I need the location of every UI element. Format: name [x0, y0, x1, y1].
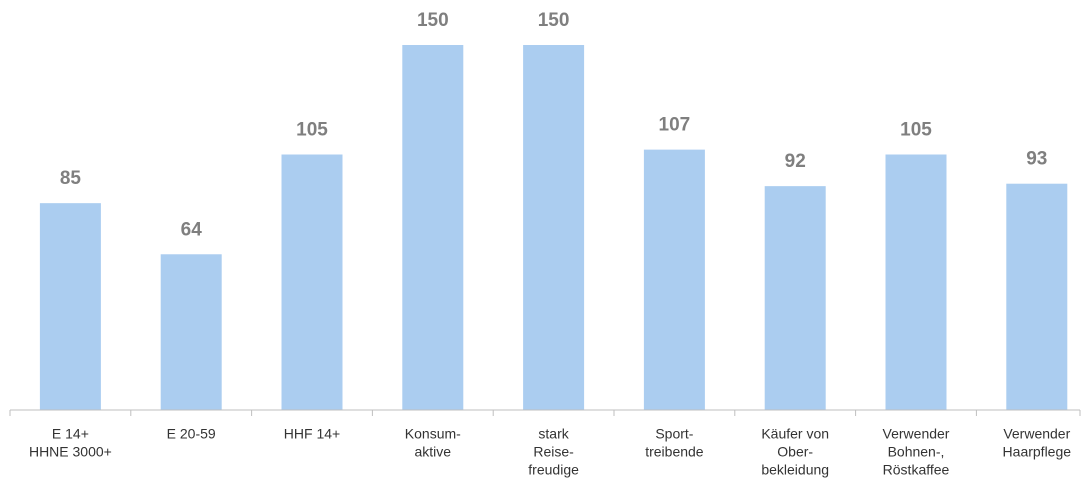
value-label: 92 — [785, 151, 806, 172]
x-tick-label: Konsum- — [405, 426, 461, 442]
value-label: 85 — [60, 168, 82, 189]
value-label: 93 — [1026, 149, 1047, 170]
x-tick-label: stark — [538, 426, 569, 442]
x-tick-label: treibende — [645, 444, 704, 460]
x-tick-label: freudige — [528, 462, 579, 478]
value-label: 105 — [296, 120, 328, 141]
bar — [643, 149, 705, 410]
x-tick-label: Verwender — [883, 426, 950, 442]
value-label: 150 — [417, 10, 449, 31]
bar — [1006, 183, 1068, 410]
value-label: 150 — [538, 10, 570, 31]
bar — [523, 45, 585, 410]
bar — [39, 203, 101, 410]
x-tick-label: Verwender — [1003, 426, 1070, 442]
x-tick-label: Haarpflege — [1003, 444, 1072, 460]
bar — [764, 186, 826, 410]
value-label: 64 — [181, 219, 203, 240]
x-tick-label: Bohnen-, — [888, 444, 945, 460]
bar — [402, 45, 464, 410]
value-label: 107 — [659, 115, 691, 136]
value-label: 105 — [900, 120, 932, 141]
x-tick-label: Käufer von — [761, 426, 829, 442]
x-tick-label: Röstkaffee — [883, 462, 950, 478]
bar — [160, 254, 222, 410]
x-tick-label: E 20-59 — [167, 426, 216, 442]
x-tick-label: Reise- — [533, 444, 574, 460]
x-tick-label: HHF 14+ — [284, 426, 340, 442]
x-tick-label: aktive — [415, 444, 452, 460]
x-tick-label: HHNE 3000+ — [29, 444, 112, 460]
x-tick-label: Sport- — [655, 426, 693, 442]
x-tick-label: bekleidung — [761, 462, 829, 478]
bar — [281, 154, 343, 410]
x-tick-label: E 14+ — [52, 426, 89, 442]
bar — [885, 154, 947, 410]
x-tick-label: Ober- — [777, 444, 813, 460]
